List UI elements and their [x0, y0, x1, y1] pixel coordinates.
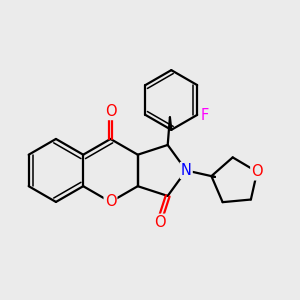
Text: O: O — [105, 194, 116, 209]
Text: O: O — [251, 164, 263, 179]
Text: O: O — [154, 215, 166, 230]
Text: O: O — [105, 104, 116, 119]
Text: F: F — [200, 108, 208, 123]
Text: N: N — [181, 163, 192, 178]
